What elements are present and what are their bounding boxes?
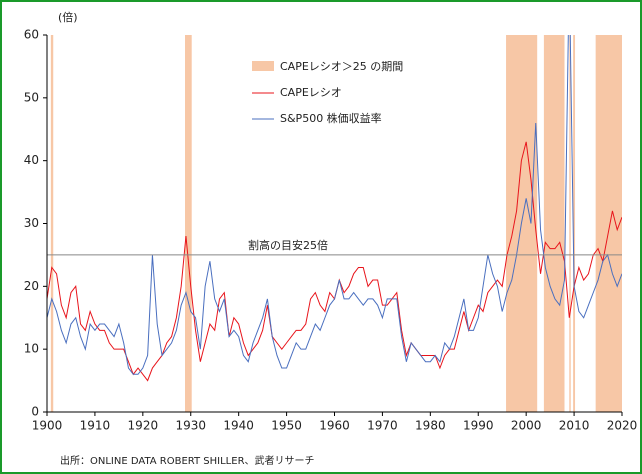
y-tick-label: 10 — [24, 342, 39, 356]
x-tick-label: 2000 — [511, 419, 542, 433]
shaded-period — [569, 35, 571, 412]
y-tick-label: 40 — [24, 153, 39, 167]
y-tick-label: 0 — [31, 405, 39, 419]
plot-area — [47, 35, 622, 412]
x-tick-label: 2020 — [607, 419, 638, 433]
legend-swatch — [252, 61, 274, 71]
x-tick-label: 1920 — [128, 419, 159, 433]
source-note: 出所：ONLINE DATA ROBERT SHILLER、武者リサーチ — [60, 454, 315, 467]
y-tick-label: 50 — [24, 90, 39, 104]
legend-label: CAPEレシオ — [280, 86, 342, 99]
shaded-period — [595, 35, 622, 412]
x-tick-label: 1950 — [271, 419, 302, 433]
x-tick-label: 2010 — [559, 419, 590, 433]
reference-label: 割高の目安25倍 — [248, 238, 328, 252]
shaded-period — [543, 35, 565, 412]
shaded-period — [573, 35, 576, 412]
y-unit: (倍) — [58, 10, 78, 24]
x-tick-label: 1990 — [463, 419, 494, 433]
x-tick-label: 1930 — [175, 419, 206, 433]
legend-label: CAPEレシオ＞25 の期間 — [280, 60, 403, 73]
y-tick-label: 30 — [24, 216, 39, 230]
legend-label: S&P500 株価収益率 — [280, 111, 382, 125]
x-tick-label: 1900 — [32, 419, 63, 433]
x-tick-label: 1970 — [367, 419, 398, 433]
x-tick-label: 1980 — [415, 419, 446, 433]
y-tick-label: 60 — [24, 28, 39, 42]
shaded-period — [50, 35, 54, 412]
y-tick-label: 20 — [24, 279, 39, 293]
x-tick-label: 1960 — [319, 419, 350, 433]
series-line — [47, 35, 622, 375]
x-tick-label: 1910 — [80, 419, 111, 433]
shaded-period — [185, 35, 192, 412]
x-tick-label: 1940 — [223, 419, 254, 433]
